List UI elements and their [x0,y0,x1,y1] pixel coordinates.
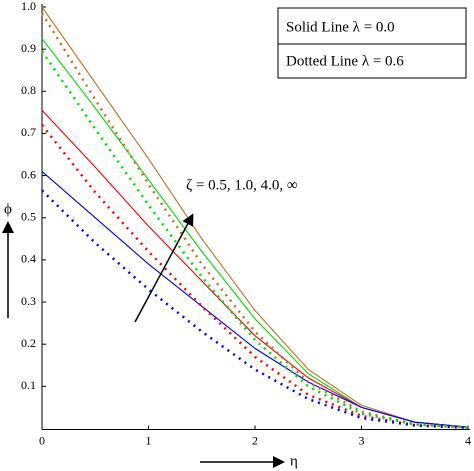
y-tick-label: 0.8 [21,83,36,97]
y-tick-label: 0.1 [21,378,36,392]
line-series [41,109,469,428]
x-tick-label: 1 [146,433,152,447]
y-axis-label: ϕ [4,201,12,217]
y-tick-label: 0.5 [21,210,36,224]
y-tick-label: 0.6 [21,167,36,181]
annotation-arrow [134,213,194,323]
line-series [41,189,469,429]
y-tick-label: 1.0 [21,0,36,13]
line-series [41,6,469,428]
y-tick-label: 0.7 [21,125,36,139]
line-series [41,124,469,429]
x-axis-label: η [290,453,298,469]
y-tick-label: 0.3 [21,294,36,308]
legend-dotted: Dotted Line λ = 0.6 [286,53,404,69]
legend-solid: Solid Line λ = 0.0 [286,19,395,35]
y-tick-label: 0.9 [21,41,36,55]
y-tick-label: 0.2 [21,336,36,350]
line-series [41,170,469,428]
x-tick-label: 2 [252,433,258,447]
line-series [41,38,469,428]
annotation: ζ = 0.5, 1.0, 4.0, ∞ [186,177,298,193]
x-tick-label: 3 [359,433,365,447]
line-series [40,50,469,429]
legend-box [277,7,467,79]
x-tick-label: 0 [39,433,45,447]
y-tick-label: 0.4 [21,252,36,266]
x-tick-label: 4 [465,433,471,447]
